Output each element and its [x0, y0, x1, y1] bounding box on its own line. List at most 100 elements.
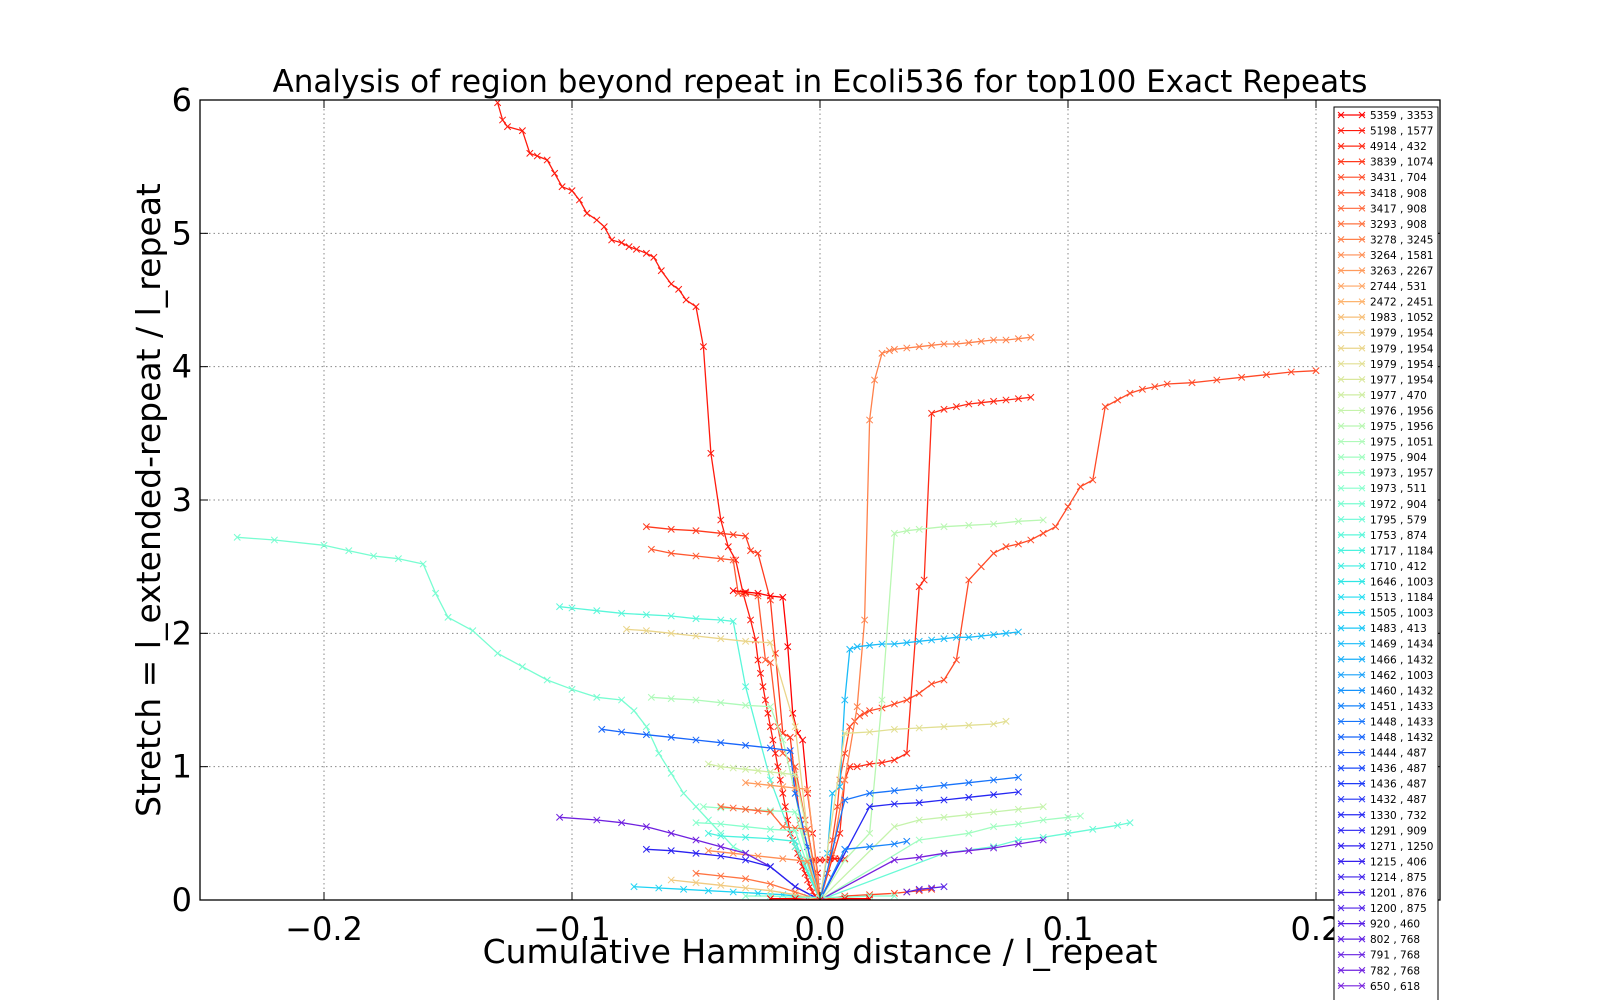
- series-13: [598, 725, 824, 900]
- series-line: [695, 872, 821, 900]
- legend-item: 3293 , 908: [1337, 219, 1427, 231]
- legend-swatch-marker: [1337, 858, 1345, 865]
- series-line: [819, 519, 1044, 900]
- legend-label: 3293 , 908: [1370, 219, 1427, 231]
- data-point: [791, 888, 799, 896]
- data-point: [920, 576, 928, 584]
- legend-item: 920 , 460: [1337, 919, 1420, 931]
- legend-swatch-marker: [1337, 920, 1345, 927]
- y-tick-label: 0: [172, 881, 192, 919]
- data-point: [866, 829, 874, 837]
- data-point: [940, 883, 948, 891]
- legend-item: 1330 , 732: [1337, 810, 1427, 822]
- data-point: [642, 723, 650, 731]
- data-point: [729, 764, 737, 772]
- data-point: [642, 611, 650, 619]
- data-point: [618, 819, 626, 827]
- data-point: [747, 616, 755, 624]
- data-point: [915, 799, 923, 807]
- legend-label: 1975 , 1956: [1370, 421, 1434, 433]
- data-point: [791, 723, 799, 731]
- data-point: [1014, 820, 1022, 828]
- data-point: [766, 835, 774, 843]
- data-point: [667, 876, 675, 884]
- grid: [200, 99, 1440, 901]
- legend-label: 1200 , 875: [1370, 903, 1427, 915]
- legend-swatch-marker: [1337, 733, 1345, 741]
- data-point: [729, 888, 737, 896]
- data-point: [630, 707, 638, 715]
- legend-item: 1215 , 406: [1337, 856, 1427, 868]
- data-point: [667, 629, 675, 637]
- data-point: [1238, 373, 1246, 381]
- legend-item: 3417 , 908: [1337, 203, 1427, 215]
- x-tick-label: 0.0: [795, 910, 846, 948]
- legend-label: 1973 , 1957: [1370, 468, 1433, 480]
- legend-swatch-marker: [1358, 391, 1366, 399]
- data-point: [781, 803, 789, 811]
- data-point: [766, 639, 774, 647]
- data-point: [618, 696, 626, 704]
- data-point: [642, 249, 650, 257]
- legend-swatch-marker: [1337, 562, 1345, 570]
- data-point: [990, 776, 998, 784]
- data-point: [717, 529, 725, 537]
- x-axis-title: Cumulative Hamming distance / l_repeat: [483, 932, 1158, 971]
- legend-item: 1975 , 1051: [1337, 437, 1433, 449]
- data-point: [977, 399, 985, 407]
- legend-item: 1271 , 1250: [1337, 841, 1433, 853]
- data-point: [816, 896, 824, 900]
- legend-swatch-marker: [1358, 749, 1366, 756]
- data-point: [915, 885, 923, 893]
- data-point: [791, 843, 799, 851]
- data-point: [903, 527, 911, 535]
- legend-item: 1444 , 487: [1337, 748, 1427, 760]
- data-point: [568, 685, 576, 693]
- legend-swatch-marker: [1337, 267, 1345, 274]
- legend-label: 1717 , 1184: [1370, 545, 1434, 557]
- legend-item: 1436 , 487: [1337, 763, 1427, 775]
- data-point: [791, 883, 799, 891]
- data-point: [890, 823, 898, 831]
- data-point: [717, 555, 725, 563]
- data-point: [618, 609, 626, 617]
- legend-swatch-marker: [1358, 360, 1366, 368]
- data-point: [717, 872, 725, 880]
- data-point: [903, 749, 911, 757]
- legend-swatch-marker: [1358, 189, 1366, 197]
- legend-swatch-marker: [1337, 640, 1345, 648]
- data-point: [642, 523, 650, 531]
- data-point: [903, 344, 911, 352]
- data-point: [692, 552, 700, 560]
- legend-swatch-marker: [1358, 282, 1366, 290]
- legend-label: 1451 , 1433: [1370, 701, 1433, 713]
- legend-swatch-marker: [1337, 111, 1345, 119]
- data-point: [742, 779, 750, 787]
- legend-swatch-marker: [1337, 811, 1345, 819]
- data-point: [1064, 813, 1072, 821]
- legend-item: 1505 , 1003: [1337, 608, 1433, 620]
- data-point: [766, 863, 774, 871]
- legend-item: 1200 , 875: [1337, 903, 1427, 915]
- data-point: [717, 881, 725, 889]
- data-point: [940, 523, 948, 531]
- data-point: [766, 592, 774, 600]
- data-point: [841, 845, 849, 853]
- series-line: [708, 763, 821, 900]
- data-point: [642, 845, 650, 853]
- data-point: [717, 635, 725, 643]
- data-point: [779, 769, 787, 777]
- data-point: [742, 884, 750, 892]
- data-point: [625, 243, 633, 251]
- data-point: [903, 837, 911, 845]
- data-point: [680, 885, 688, 893]
- legend-item: 782 , 768: [1337, 965, 1420, 977]
- legend-swatch-marker: [1358, 966, 1366, 974]
- data-point: [759, 683, 767, 691]
- legend-swatch-marker: [1358, 873, 1366, 881]
- legend-swatch-marker: [1358, 142, 1366, 150]
- legend-swatch-marker: [1358, 780, 1366, 788]
- legend-label: 1271 , 1250: [1370, 841, 1433, 853]
- series-line: [819, 806, 1044, 900]
- data-point: [543, 156, 551, 164]
